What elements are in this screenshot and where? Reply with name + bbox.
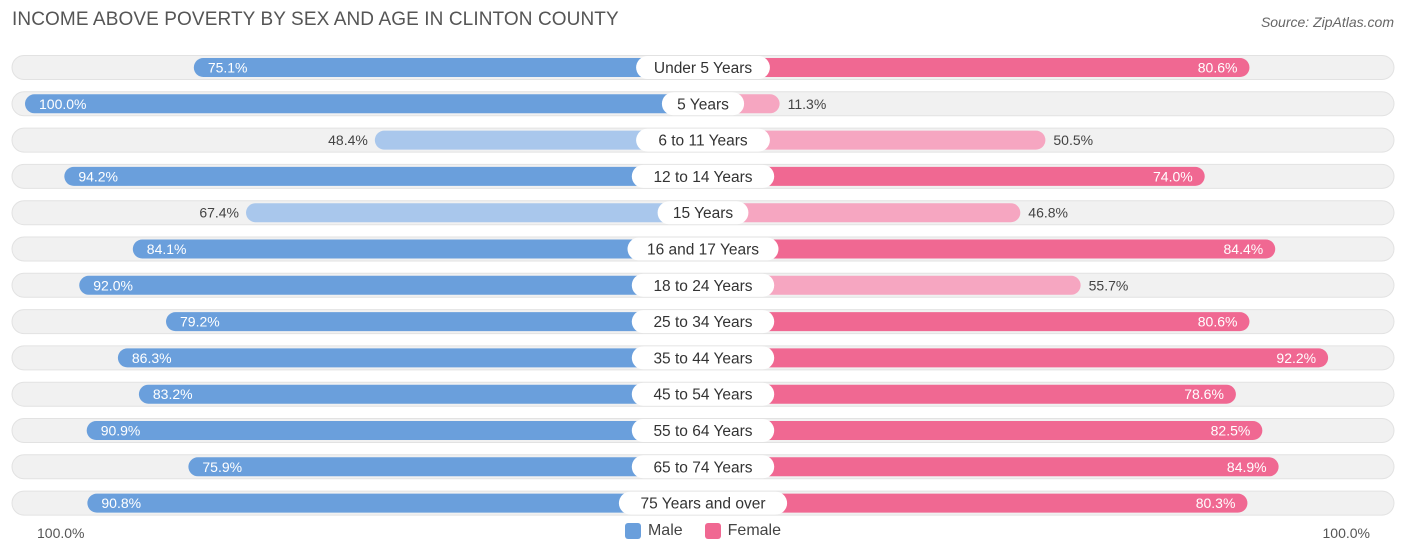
male-bar <box>166 312 704 332</box>
male-bar <box>87 493 704 513</box>
female-value-label: 84.4% <box>1224 241 1264 257</box>
category-label: Under 5 Years <box>654 60 752 77</box>
male-value-label: 48.4% <box>328 132 368 148</box>
category-label-bg <box>631 310 775 334</box>
category-label-bg <box>636 56 770 79</box>
legend-swatch-female <box>704 523 721 539</box>
category-label: 15 Years <box>673 205 734 222</box>
male-value-label: 75.1% <box>208 60 248 76</box>
female-value-label: 55.7% <box>1089 277 1129 293</box>
male-value-label: 67.4% <box>199 205 239 221</box>
female-bar <box>703 130 1046 150</box>
female-bar <box>703 421 1263 440</box>
female-bar <box>703 166 1205 186</box>
category-label-bg <box>627 237 779 261</box>
male-value-label: 86.3% <box>132 350 172 366</box>
axis-left-label: 100.0% <box>37 525 85 541</box>
category-label: 45 to 54 Years <box>653 387 752 404</box>
male-bar <box>132 239 703 259</box>
male-bar <box>138 384 704 404</box>
legend: Male Female <box>0 522 1406 540</box>
category-label: 18 to 24 Years <box>653 278 752 295</box>
male-bar <box>79 275 704 295</box>
male-bar <box>246 203 703 223</box>
male-bar <box>117 348 704 368</box>
legend-item-female: Female <box>704 522 782 540</box>
female-bar <box>703 348 1329 368</box>
male-bar <box>374 130 703 150</box>
male-bar <box>193 58 703 77</box>
female-value-label: 74.0% <box>1153 168 1193 184</box>
female-value-label: 46.8% <box>1028 205 1068 221</box>
category-label-bg <box>631 419 775 442</box>
male-value-label: 75.9% <box>202 459 242 475</box>
legend-swatch-male <box>624 523 641 539</box>
female-value-label: 84.9% <box>1227 459 1267 475</box>
category-label: 55 to 64 Years <box>653 423 752 440</box>
male-value-label: 100.0% <box>39 96 86 112</box>
male-value-label: 83.2% <box>153 386 193 402</box>
male-value-label: 92.0% <box>93 277 133 293</box>
category-label: 65 to 74 Years <box>653 459 752 476</box>
legend-item-male: Male <box>624 522 683 540</box>
chart-title: INCOME ABOVE POVERTY BY SEX AND AGE IN C… <box>12 9 619 30</box>
category-label-bg <box>631 455 775 479</box>
male-value-label: 90.8% <box>101 495 141 511</box>
female-bar <box>703 312 1250 332</box>
female-value-label: 11.3% <box>788 96 827 112</box>
male-value-label: 94.2% <box>78 168 118 184</box>
category-label: 75 Years and over <box>641 496 766 513</box>
male-bar <box>188 457 703 477</box>
category-label-bg <box>618 491 788 515</box>
chart-area: Under 5 Years 75.1% 80.6% 5 Years 100.0% 11.3… <box>11 55 1395 516</box>
legend-label-male: Male <box>647 522 683 539</box>
male-value-label: 79.2% <box>180 314 220 330</box>
category-label: 25 to 34 Years <box>653 314 752 331</box>
category-label-bg <box>636 128 770 152</box>
female-value-label: 82.5% <box>1211 423 1251 439</box>
female-value-label: 78.6% <box>1184 386 1224 402</box>
source-note: Source: ZipAtlas.com <box>1260 14 1394 30</box>
male-bar <box>64 166 704 186</box>
female-bar <box>703 275 1081 295</box>
male-value-label: 84.1% <box>147 241 187 257</box>
male-bar <box>25 94 703 114</box>
category-label-bg <box>631 164 775 188</box>
category-label-bg <box>657 201 749 225</box>
female-value-label: 80.6% <box>1198 314 1238 330</box>
male-bar <box>86 421 703 440</box>
female-value-label: 50.5% <box>1053 132 1093 148</box>
category-label: 35 to 44 Years <box>653 350 752 367</box>
female-value-label: 80.6% <box>1198 60 1238 76</box>
category-label: 16 and 17 Years <box>647 242 759 259</box>
female-bar <box>703 239 1276 259</box>
axis-right-label: 100.0% <box>1322 525 1370 541</box>
category-label: 12 to 14 Years <box>653 169 752 186</box>
category-label-bg <box>631 273 775 297</box>
category-label-bg <box>661 92 745 116</box>
category-label-bg <box>631 346 775 370</box>
female-bar <box>703 203 1021 223</box>
female-bar <box>703 384 1236 404</box>
female-bar <box>703 58 1250 77</box>
female-bar <box>703 493 1248 513</box>
category-label-bg <box>631 382 775 406</box>
legend-label-female: Female <box>727 522 782 539</box>
male-value-label: 90.9% <box>101 423 141 439</box>
category-label: 6 to 11 Years <box>658 133 748 150</box>
female-bar <box>703 457 1279 477</box>
female-value-label: 92.2% <box>1276 350 1316 366</box>
female-value-label: 80.3% <box>1196 495 1236 511</box>
category-label: 5 Years <box>677 96 729 113</box>
